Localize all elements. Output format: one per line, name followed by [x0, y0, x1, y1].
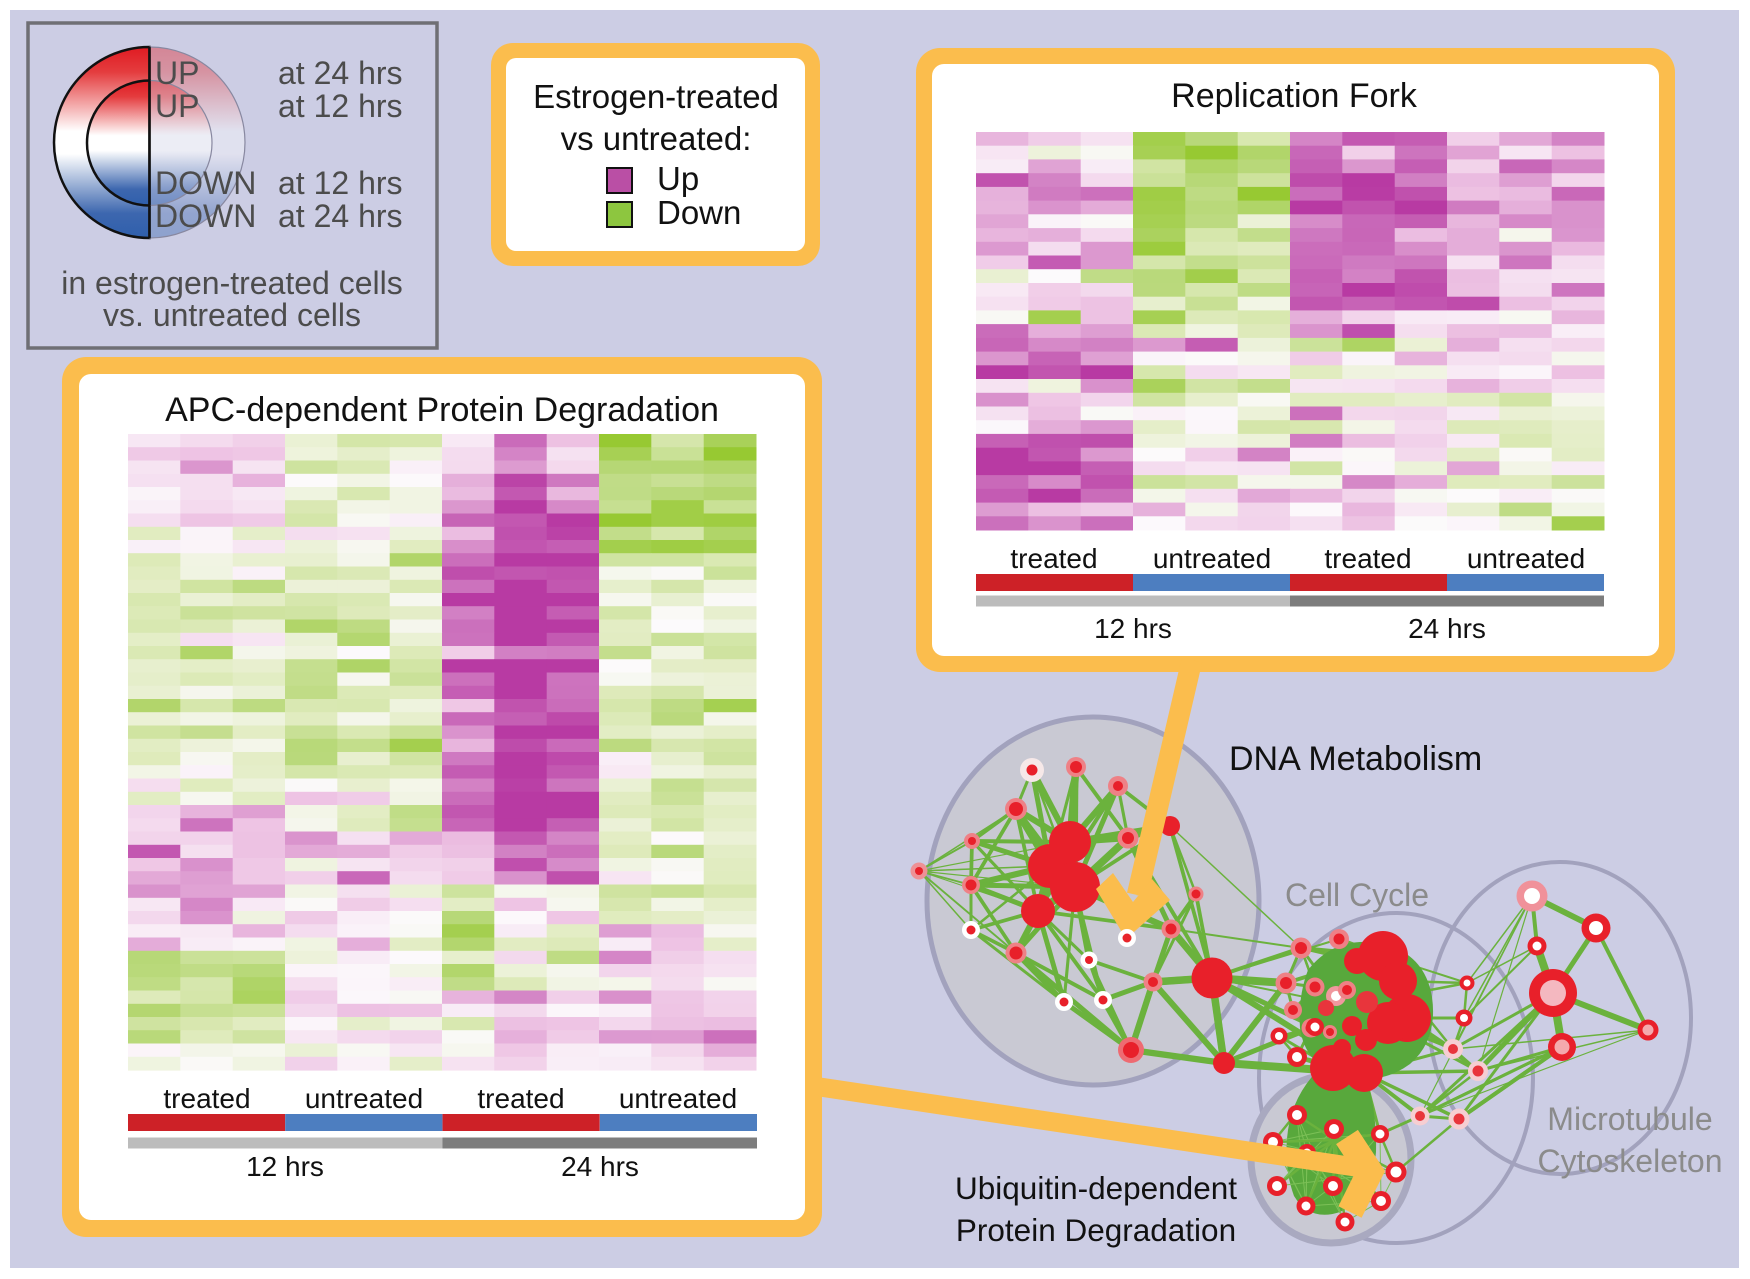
svg-text:untreated: untreated [619, 1083, 737, 1114]
svg-text:at 24 hrs: at 24 hrs [278, 198, 403, 234]
svg-text:UP: UP [155, 88, 199, 124]
svg-text:Cytoskeleton: Cytoskeleton [1538, 1143, 1723, 1179]
svg-text:Microtubule: Microtubule [1547, 1101, 1712, 1137]
svg-text:treated: treated [1010, 543, 1097, 574]
svg-text:in estrogen-treated cells: in estrogen-treated cells [61, 265, 403, 301]
svg-text:DOWN: DOWN [155, 198, 256, 234]
svg-text:Ubiquitin-dependent: Ubiquitin-dependent [955, 1170, 1237, 1206]
svg-text:Protein Degradation: Protein Degradation [956, 1212, 1236, 1248]
svg-text:Replication Fork: Replication Fork [1171, 77, 1418, 115]
svg-text:at 24 hrs: at 24 hrs [278, 55, 403, 91]
svg-text:treated: treated [1324, 543, 1411, 574]
svg-text:Up: Up [657, 160, 699, 197]
svg-text:vs. untreated cells: vs. untreated cells [103, 297, 361, 333]
svg-text:24 hrs: 24 hrs [561, 1151, 639, 1182]
svg-text:Down: Down [657, 194, 741, 231]
svg-text:untreated: untreated [1153, 543, 1271, 574]
svg-text:at 12 hrs: at 12 hrs [278, 88, 403, 124]
svg-text:UP: UP [155, 55, 199, 91]
svg-text:treated: treated [163, 1083, 250, 1114]
svg-text:Estrogen-treated: Estrogen-treated [533, 78, 779, 115]
svg-text:24 hrs: 24 hrs [1408, 613, 1486, 644]
svg-text:DNA Metabolism: DNA Metabolism [1229, 740, 1482, 778]
svg-text:12 hrs: 12 hrs [1094, 613, 1172, 644]
svg-text:APC-dependent Protein Degradat: APC-dependent Protein Degradation [165, 391, 719, 429]
svg-text:untreated: untreated [305, 1083, 423, 1114]
svg-text:vs untreated:: vs untreated: [561, 120, 752, 157]
svg-text:12 hrs: 12 hrs [246, 1151, 324, 1182]
svg-text:DOWN: DOWN [155, 165, 256, 201]
svg-text:untreated: untreated [1467, 543, 1585, 574]
svg-text:at 12 hrs: at 12 hrs [278, 165, 403, 201]
svg-text:Cell Cycle: Cell Cycle [1285, 877, 1429, 913]
svg-text:treated: treated [477, 1083, 564, 1114]
